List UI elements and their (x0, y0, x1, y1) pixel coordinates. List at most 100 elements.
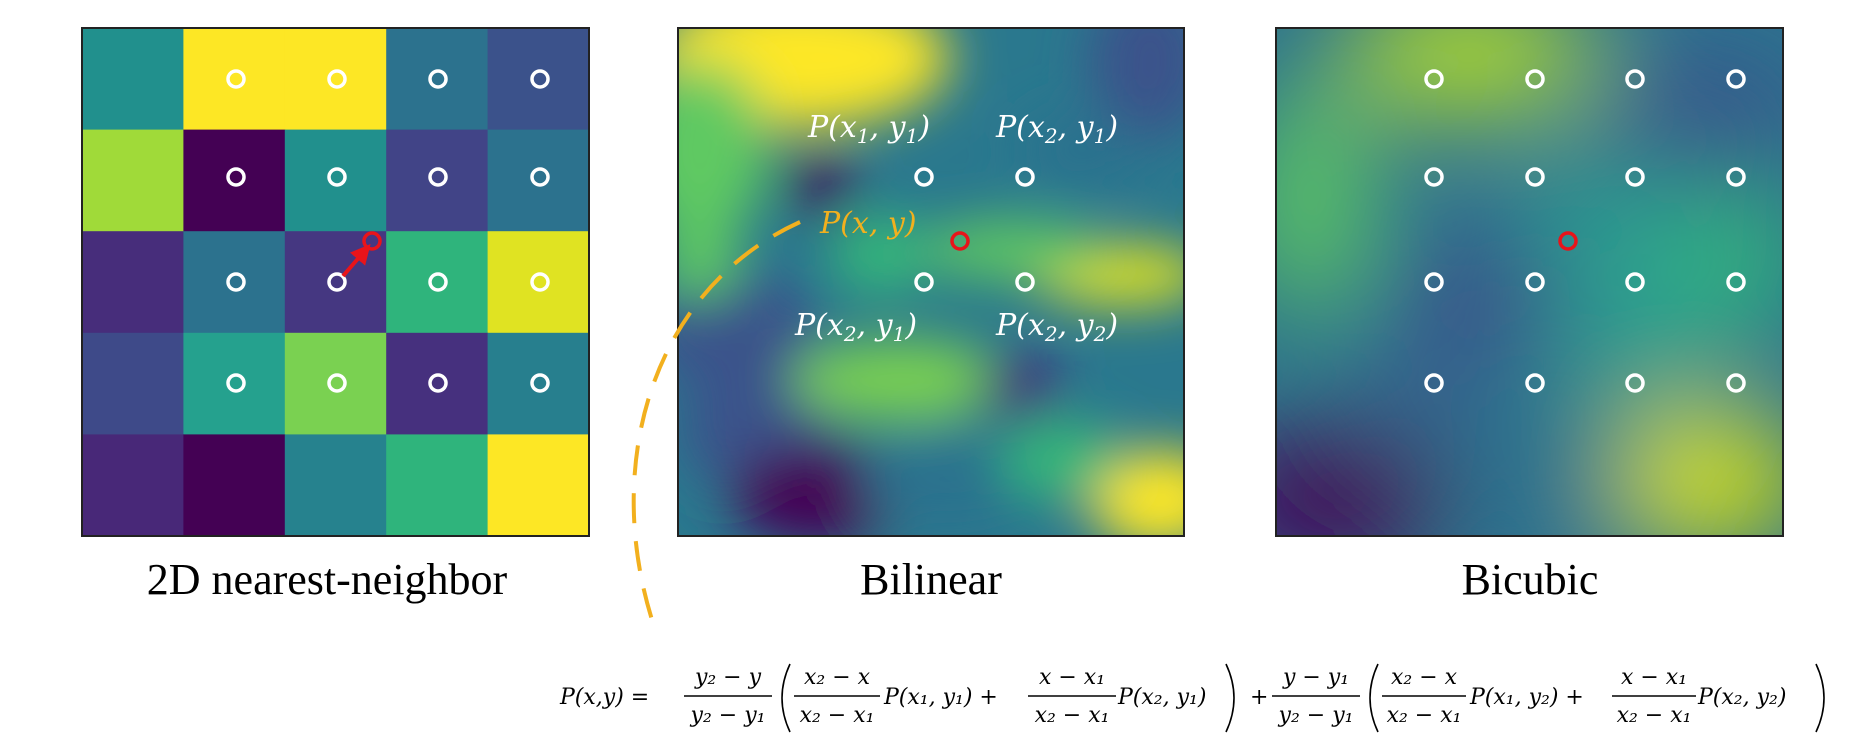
label-p-x1-y1: P(x1, y1) (807, 110, 930, 148)
eq-b-p: P(x₂, y₁) (1117, 685, 1206, 710)
grid-cell (487, 231, 590, 334)
sample-point (1525, 272, 1545, 292)
panel-frame (1275, 27, 1784, 537)
label-p-x2-y1-lower: P(x2, y1) (794, 308, 917, 346)
grid-cell (183, 434, 286, 537)
field-blob (1276, 430, 1450, 536)
field-blob (860, 430, 1040, 530)
sample-point (530, 69, 550, 89)
grid-cell (82, 129, 184, 232)
panel-frame (81, 27, 590, 537)
field-blob (980, 355, 1060, 415)
sample-point (1726, 272, 1746, 292)
grid-cell (386, 28, 489, 131)
eq-term2-num: y − y₁ (1282, 665, 1349, 690)
bicubic-field (1276, 28, 1783, 536)
label-p-x2-y2: P(x2, y2) (995, 308, 1118, 346)
panel-frame (677, 27, 1185, 537)
field-blob (1000, 420, 1120, 500)
grid-cell (386, 332, 489, 435)
sample-point (428, 167, 448, 187)
nearest-arrow (341, 243, 371, 278)
grid-cell (284, 231, 387, 334)
sample-points (226, 69, 550, 393)
grid-cell (386, 231, 489, 334)
grid-cell (386, 434, 489, 537)
field-blob (1680, 190, 1783, 330)
eq-c-p: P(x₁, y₂) + (1469, 685, 1584, 710)
sample-point (1525, 373, 1545, 393)
eq-b-num: x − x₁ (1039, 665, 1105, 690)
sample-point (327, 272, 347, 292)
nearest-neighbor-grid (82, 28, 590, 537)
eq-term2-den: y₂ − y₁ (1278, 703, 1354, 728)
sample-point (1424, 272, 1444, 292)
grid-cell (183, 332, 286, 435)
field-blob (830, 215, 930, 295)
grid-cell (284, 434, 387, 537)
sample-point (1015, 167, 1035, 187)
panel-caption: Bicubic (1462, 555, 1599, 604)
grid-cell (183, 231, 286, 334)
eq-a-p: P(x₁, y₁) + (883, 685, 998, 710)
grid-cell (82, 434, 184, 537)
grid-cell (487, 28, 590, 131)
field-blob (1090, 28, 1184, 140)
bilinear-equation: P(x,y) = y₂ − y y₂ − y₁ x₂ − x x₂ − x₁ P… (559, 663, 1825, 733)
equation-lhs: P(x,y) = (559, 685, 649, 710)
eq-d-den: x₂ − x₁ (1617, 703, 1692, 728)
eq-d-num: x − x₁ (1621, 665, 1687, 690)
eq-b-den: x₂ − x₁ (1035, 703, 1110, 728)
bilinear-panel: P(x1, y1) P(x2, y1) P(x, y) P(x2, y1) P(… (677, 27, 1185, 604)
field-blob (1390, 230, 1570, 370)
field-blob (1440, 430, 1640, 530)
sample-point (327, 167, 347, 187)
panel-caption: Bilinear (860, 555, 1002, 604)
sample-point (530, 373, 550, 393)
left-paren (1369, 663, 1379, 733)
left-paren (781, 663, 791, 733)
grid-cell (487, 434, 590, 537)
sample-point (1726, 373, 1746, 393)
sample-points (1424, 69, 1746, 393)
sample-point (1424, 167, 1444, 187)
sample-point (914, 272, 934, 292)
eq-term1-den: y₂ − y₁ (690, 703, 766, 728)
sample-point (1525, 167, 1545, 187)
field-blob (1600, 60, 1783, 180)
label-p-x2-y1: P(x2, y1) (995, 110, 1118, 148)
sample-point (1015, 272, 1035, 292)
field-blob (678, 220, 740, 300)
field-blob (1340, 350, 1500, 450)
grid-cell (82, 332, 184, 435)
eq-a-den: x₂ − x₁ (800, 703, 875, 728)
field-blob (678, 60, 770, 240)
sample-point (530, 167, 550, 187)
sample-point (1625, 373, 1645, 393)
grid-cell (82, 231, 184, 334)
bicubic-panel: Bicubic (1275, 27, 1784, 604)
sample-point (1525, 69, 1545, 89)
field-blob (1020, 110, 1140, 190)
nearest-neighbor-panel: 2D nearest-neighbor (81, 27, 590, 604)
query-point-marker (362, 231, 382, 251)
eq-c-den: x₂ − x₁ (1387, 703, 1462, 728)
eq-plus: + (1250, 685, 1268, 710)
field-blob (920, 220, 1100, 280)
sample-point (1424, 69, 1444, 89)
field-blob (1340, 28, 1600, 115)
sample-point (327, 69, 347, 89)
sample-point (1625, 167, 1645, 187)
sample-point (226, 167, 246, 187)
grid-cell (284, 28, 387, 131)
sample-point (1726, 69, 1746, 89)
query-point-marker (950, 231, 970, 251)
sample-point (428, 373, 448, 393)
right-paren (1815, 663, 1825, 733)
grid-cell (183, 129, 286, 232)
grid-cell (487, 332, 590, 435)
panel-caption: 2D nearest-neighbor (147, 555, 508, 604)
sample-point (428, 272, 448, 292)
grid-cell (284, 129, 387, 232)
